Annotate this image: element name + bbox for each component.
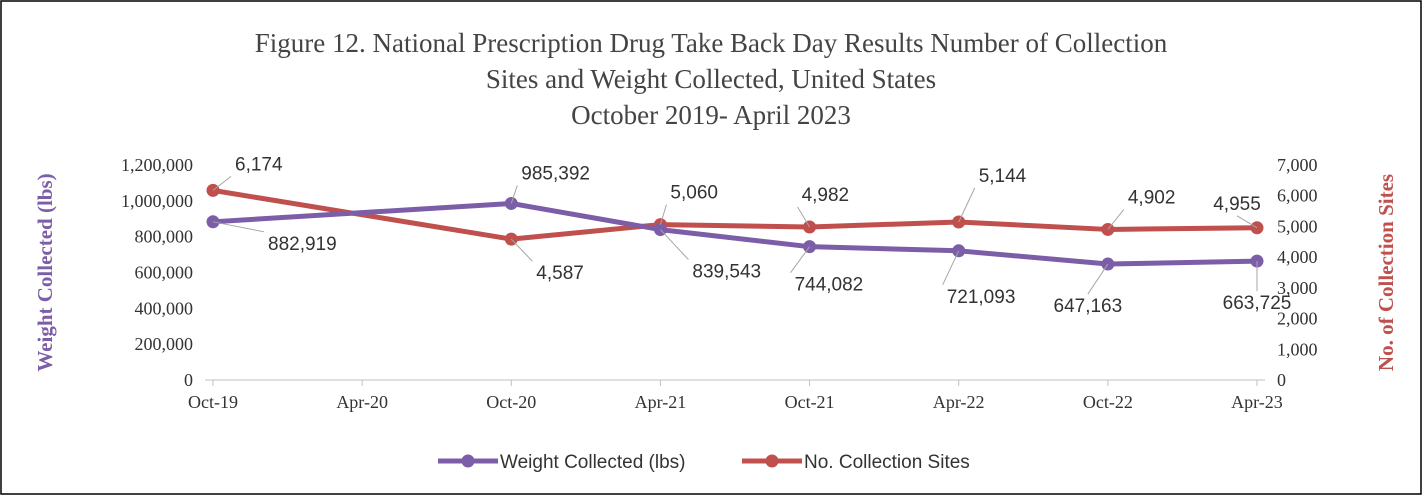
data-label-leader [510, 238, 533, 262]
data-label: 985,392 [521, 163, 590, 184]
y-right-tick-label: 0 [1277, 370, 1286, 390]
x-tick-label: Apr-22 [933, 392, 985, 412]
x-tick-label: Apr-23 [1231, 392, 1283, 412]
y-right-tick-label: 2,000 [1277, 309, 1318, 329]
legend-swatch-marker [765, 454, 779, 468]
labels-layer: 6,174 4,587 5,060 4,982 5,144 4,902 4,955 882,9… [212, 154, 1292, 317]
data-label: 4,902 [1128, 187, 1176, 208]
data-label: 5,060 [670, 183, 718, 204]
axes: Oct-19 Apr-20 Oct-20 Apr-21 Oct-21 Apr-22 Oct-… [33, 155, 1398, 412]
y-left-tick-label: 1,200,000 [121, 155, 193, 175]
data-label: 663,725 [1223, 293, 1292, 314]
x-tick-label: Oct-20 [486, 392, 536, 412]
data-label-leader [660, 229, 689, 260]
data-label: 647,163 [1054, 296, 1123, 317]
data-label: 4,982 [802, 185, 850, 206]
title-group: Figure 12. National Prescription Drug Ta… [255, 28, 1168, 130]
data-label-leader [1087, 263, 1109, 295]
chart-title-line-1: Figure 12. National Prescription Drug Ta… [255, 28, 1168, 58]
y-right-tick-label: 7,000 [1277, 155, 1318, 175]
chart-title-line-2: Sites and Weight Collected, United State… [486, 64, 936, 94]
data-label-leader [958, 187, 976, 223]
y-left-axis-title: Weight Collected (lbs) [33, 173, 57, 371]
y-right-tick-label: 3,000 [1277, 278, 1318, 298]
y-left-tick-label: 600,000 [135, 263, 194, 283]
legend: Weight Collected (lbs) No. Collection Sit… [438, 452, 970, 473]
y-left-tick-label: 800,000 [135, 227, 194, 247]
y-left-tick-label: 0 [184, 370, 193, 390]
y-left-tick-label: 200,000 [135, 334, 194, 354]
data-label-leader [1107, 209, 1125, 230]
y-left-tick-label: 1,000,000 [121, 191, 193, 211]
data-label: 4,955 [1213, 194, 1261, 215]
data-label-leader [659, 204, 667, 225]
x-tick-label: Oct-22 [1083, 392, 1133, 412]
data-label-leader [510, 185, 518, 204]
data-label: 6,174 [235, 154, 283, 175]
chart-subtitle: October 2019- April 2023 [571, 100, 851, 130]
data-label: 744,082 [795, 275, 864, 296]
data-label-leader [212, 221, 265, 233]
data-label: 5,144 [979, 166, 1027, 187]
data-label-leader [942, 250, 960, 286]
legend-swatch-marker [461, 454, 475, 468]
data-label-leader [212, 175, 232, 191]
x-tick-label: Oct-19 [188, 392, 238, 412]
y-right-tick-label: 1,000 [1277, 339, 1318, 359]
y-right-tick-label: 4,000 [1277, 247, 1318, 267]
data-label: 882,919 [268, 234, 337, 255]
x-tick-label: Oct-21 [785, 392, 835, 412]
legend-label: No. Collection Sites [804, 452, 970, 473]
data-label: 721,093 [947, 287, 1016, 308]
data-label-leader [1236, 215, 1258, 229]
y-right-tick-label: 6,000 [1277, 186, 1318, 206]
x-tick-label: Apr-21 [635, 392, 687, 412]
data-label-leader [790, 246, 810, 273]
y-left-tick-label: 400,000 [135, 298, 194, 318]
y-right-tick-label: 5,000 [1277, 216, 1318, 236]
data-label-leader [797, 206, 811, 228]
x-tick-label: Apr-20 [336, 392, 388, 412]
y-right-axis-title: No. of Collection Sites [1374, 174, 1398, 371]
data-label: 839,543 [692, 262, 761, 283]
legend-label: Weight Collected (lbs) [500, 452, 686, 473]
data-label: 4,587 [536, 263, 584, 284]
